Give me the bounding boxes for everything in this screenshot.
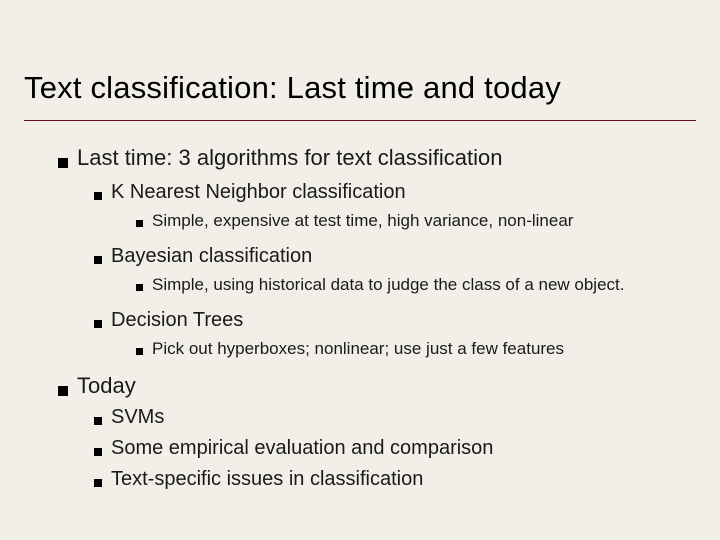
bullet-text: Pick out hyperboxes; nonlinear; use just… <box>152 338 564 361</box>
list-item: Simple, expensive at test time, high var… <box>24 210 696 233</box>
bullet-text: Today <box>77 371 136 401</box>
square-bullet-icon <box>136 348 143 355</box>
bullet-list: Pick out hyperboxes; nonlinear; use just… <box>24 338 696 361</box>
square-bullet-icon <box>94 256 102 264</box>
square-bullet-icon <box>94 417 102 425</box>
square-bullet-icon <box>136 220 143 227</box>
slide: Text classification: Last time and today… <box>0 0 720 540</box>
bullet-list: Simple, expensive at test time, high var… <box>24 210 696 233</box>
bullet-list: K Nearest Neighbor classification Simple… <box>24 179 696 361</box>
square-bullet-icon <box>58 386 68 396</box>
bullet-list: Last time: 3 algorithms for text classif… <box>24 143 696 493</box>
list-item: Simple, using historical data to judge t… <box>24 274 696 297</box>
square-bullet-icon <box>58 158 68 168</box>
list-item: Bayesian classification Simple, using hi… <box>24 243 696 297</box>
bullet-text: Some empirical evaluation and comparison <box>111 435 493 462</box>
list-item: Decision Trees Pick out hyperboxes; nonl… <box>24 307 696 361</box>
square-bullet-icon <box>94 448 102 456</box>
bullet-list: SVMs Some empirical evaluation and compa… <box>24 404 696 493</box>
square-bullet-icon <box>94 192 102 200</box>
bullet-list: Simple, using historical data to judge t… <box>24 274 696 297</box>
bullet-text: Last time: 3 algorithms for text classif… <box>77 143 503 173</box>
list-item: Today SVMs Some empirical evaluation and… <box>24 371 696 494</box>
bullet-text: Simple, expensive at test time, high var… <box>152 210 573 233</box>
list-item: Pick out hyperboxes; nonlinear; use just… <box>24 338 696 361</box>
square-bullet-icon <box>136 284 143 291</box>
slide-title: Text classification: Last time and today <box>24 70 696 106</box>
list-item: Text-specific issues in classification <box>24 466 696 493</box>
bullet-text: Decision Trees <box>111 307 243 334</box>
list-item: K Nearest Neighbor classification Simple… <box>24 179 696 233</box>
bullet-text: K Nearest Neighbor classification <box>111 179 406 206</box>
square-bullet-icon <box>94 479 102 487</box>
list-item: Last time: 3 algorithms for text classif… <box>24 143 696 361</box>
bullet-text: Bayesian classification <box>111 243 312 270</box>
square-bullet-icon <box>94 320 102 328</box>
list-item: SVMs <box>24 404 696 431</box>
bullet-text: Text-specific issues in classification <box>111 466 423 493</box>
bullet-text: Simple, using historical data to judge t… <box>152 274 625 297</box>
title-rule <box>24 120 696 121</box>
bullet-text: SVMs <box>111 404 164 431</box>
list-item: Some empirical evaluation and comparison <box>24 435 696 462</box>
